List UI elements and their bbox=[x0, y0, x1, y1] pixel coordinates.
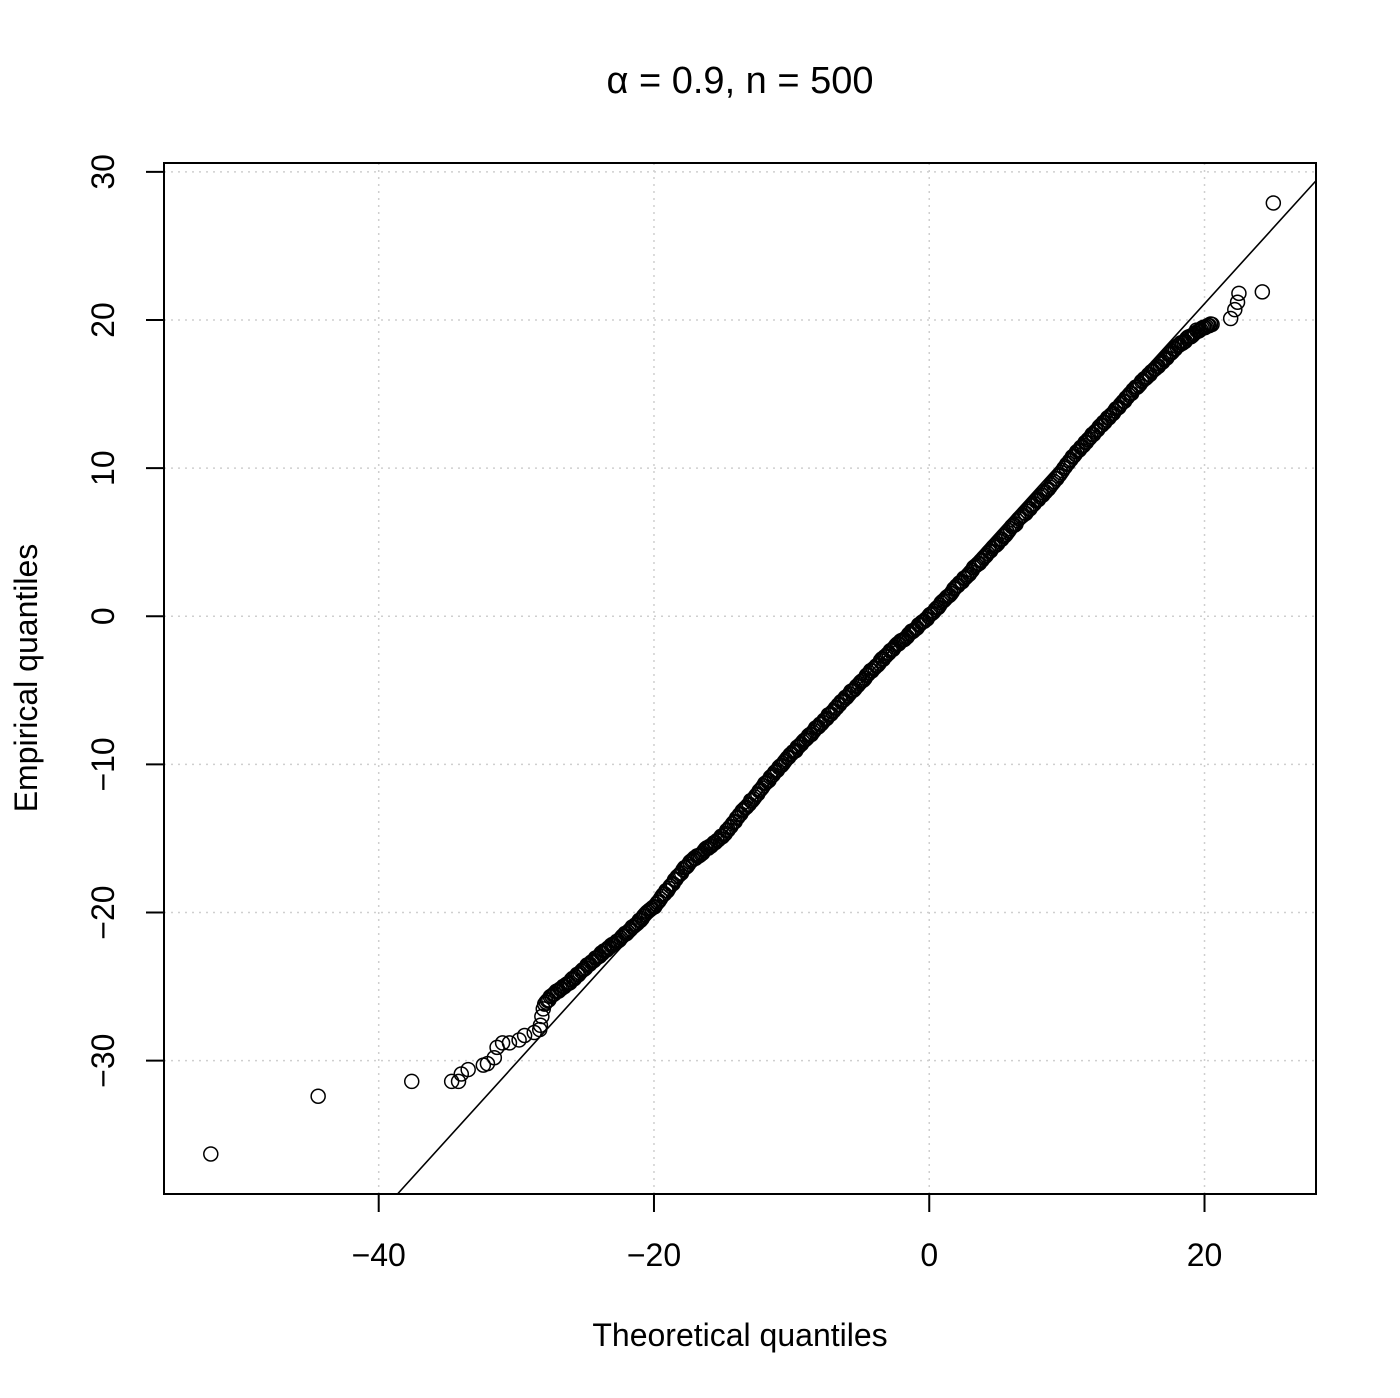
data-point bbox=[443, 1073, 460, 1090]
x-tick-label: −20 bbox=[627, 1237, 681, 1273]
data-point bbox=[203, 1146, 219, 1162]
grid-lines bbox=[164, 163, 1316, 1194]
y-tick-label: 20 bbox=[85, 302, 121, 338]
data-point bbox=[1265, 195, 1282, 211]
data-point bbox=[531, 1021, 548, 1038]
data-point bbox=[501, 1035, 518, 1051]
chart-title: α = 0.9, n = 500 bbox=[606, 60, 873, 102]
x-tick-label: 20 bbox=[1187, 1237, 1223, 1273]
data-points bbox=[203, 195, 1282, 1162]
data-point bbox=[1222, 310, 1239, 327]
x-axis-label: Theoretical quantiles bbox=[592, 1317, 887, 1353]
x-tick-label: 0 bbox=[920, 1237, 938, 1273]
data-point bbox=[486, 1049, 503, 1066]
data-point bbox=[450, 1073, 467, 1090]
axes: −40 −20 0 20 −30 −20 −10 0 10 20 30 bbox=[85, 154, 1222, 1273]
data-point bbox=[403, 1073, 420, 1090]
plot-frame bbox=[163, 162, 1317, 1195]
data-point bbox=[310, 1088, 326, 1104]
x-tick-label: −40 bbox=[352, 1237, 406, 1273]
data-point bbox=[494, 1035, 511, 1051]
y-tick-label: 10 bbox=[85, 450, 121, 486]
data-point bbox=[516, 1027, 533, 1044]
data-point bbox=[1231, 285, 1247, 302]
y-tick-label: −20 bbox=[85, 885, 121, 939]
data-point bbox=[511, 1032, 527, 1048]
y-tick-label: 0 bbox=[85, 607, 121, 625]
data-point bbox=[1229, 294, 1246, 310]
data-point bbox=[1227, 301, 1243, 318]
data-point bbox=[460, 1061, 476, 1078]
data-point bbox=[1204, 316, 1220, 333]
data-point bbox=[1254, 284, 1271, 300]
y-tick-label: −30 bbox=[85, 1034, 121, 1088]
y-axis-label: Empirical quantiles bbox=[8, 544, 44, 813]
y-tick-label: −10 bbox=[85, 737, 121, 791]
y-tick-label: 30 bbox=[85, 154, 121, 190]
